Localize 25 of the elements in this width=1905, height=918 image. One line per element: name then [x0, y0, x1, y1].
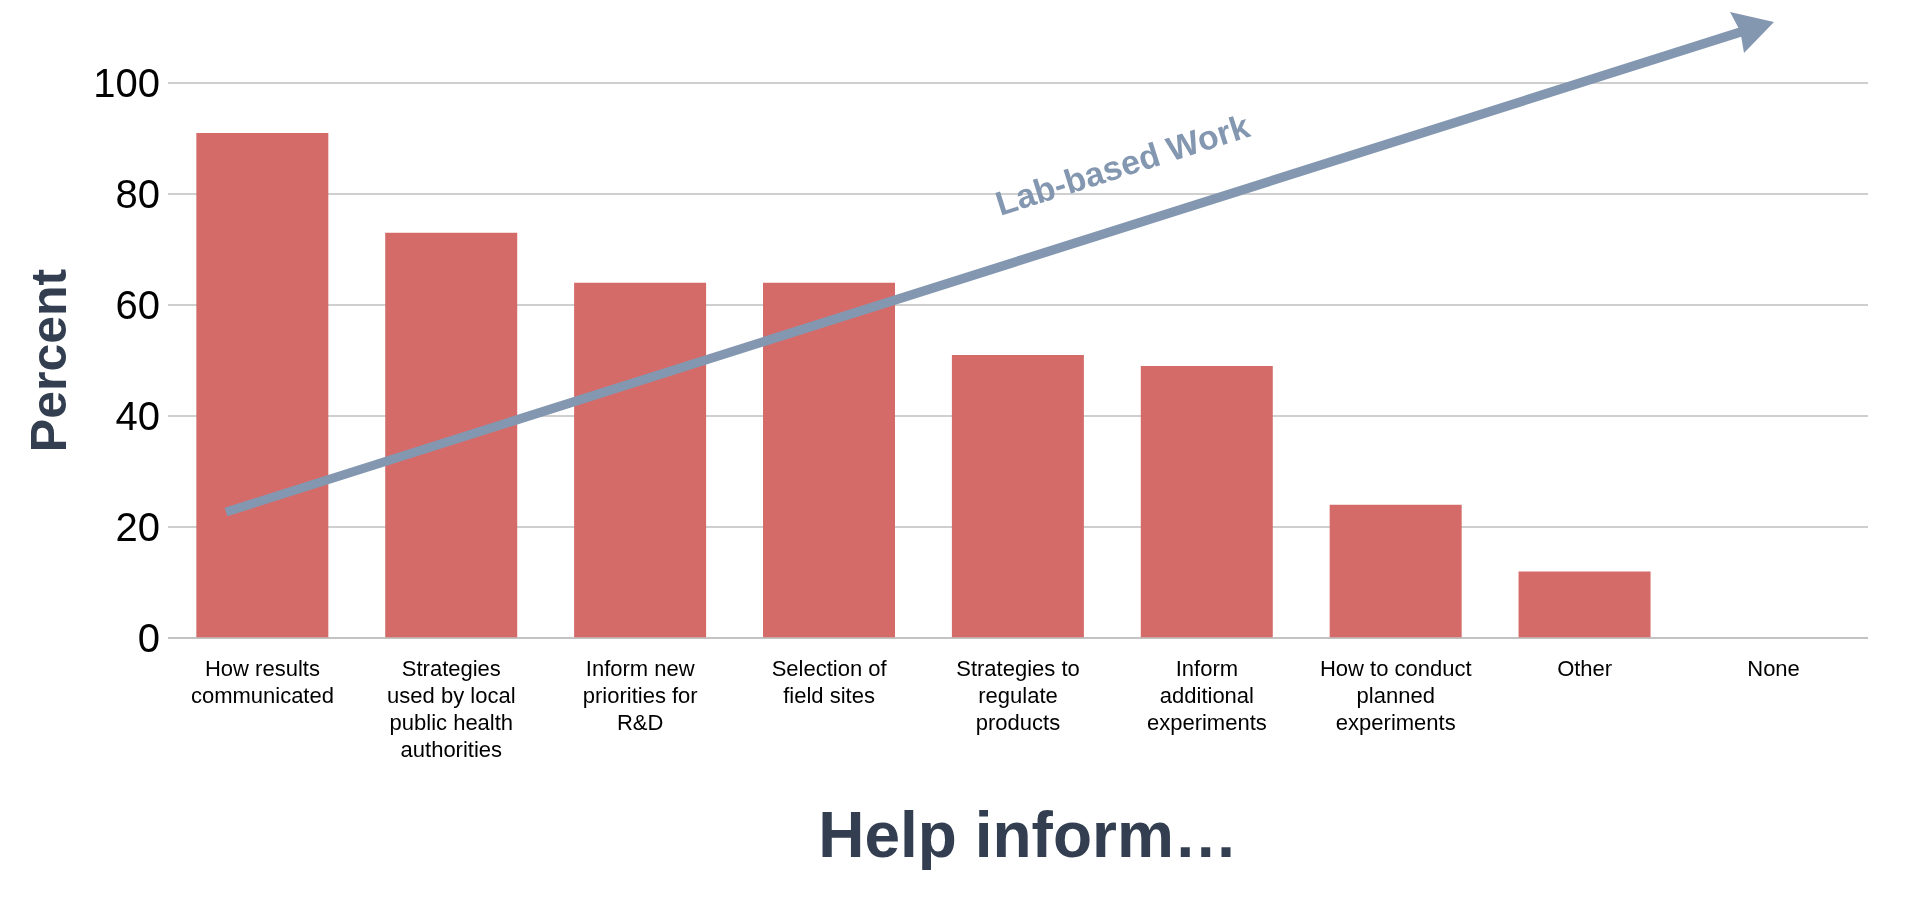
bar [1329, 504, 1462, 638]
y-tick-label: 100 [93, 61, 160, 106]
y-tick-label: 80 [115, 172, 160, 217]
y-axis-title: Percent [20, 268, 77, 453]
x-tick-label: None [1747, 656, 1800, 681]
y-tick-label: 20 [115, 505, 160, 550]
bar [1140, 366, 1273, 638]
x-tick-label: Selection of field sites [771, 656, 888, 708]
x-tick-label: How to conduct planned experiments [1319, 656, 1472, 735]
y-tick-label: 60 [115, 283, 160, 328]
x-axis-title: Help inform… [817, 798, 1239, 872]
x-tick-label: Inform additional experiments [1146, 656, 1267, 735]
x-tick-label: Inform new priorities for R&D [582, 656, 698, 735]
y-tick-label: 0 [137, 616, 160, 661]
bar [196, 132, 329, 638]
bar [385, 232, 518, 638]
x-tick-label: How results communicated [190, 656, 334, 708]
y-tick-label: 40 [115, 394, 160, 439]
bar [763, 282, 895, 638]
bar [1518, 571, 1651, 638]
x-tick-label: Strategies used by local public health authorities [387, 656, 516, 762]
bar [574, 282, 707, 638]
bar [951, 354, 1084, 638]
x-tick-label: Other [1557, 656, 1613, 681]
x-tick-label: Strategies to regulate products [956, 656, 1080, 735]
